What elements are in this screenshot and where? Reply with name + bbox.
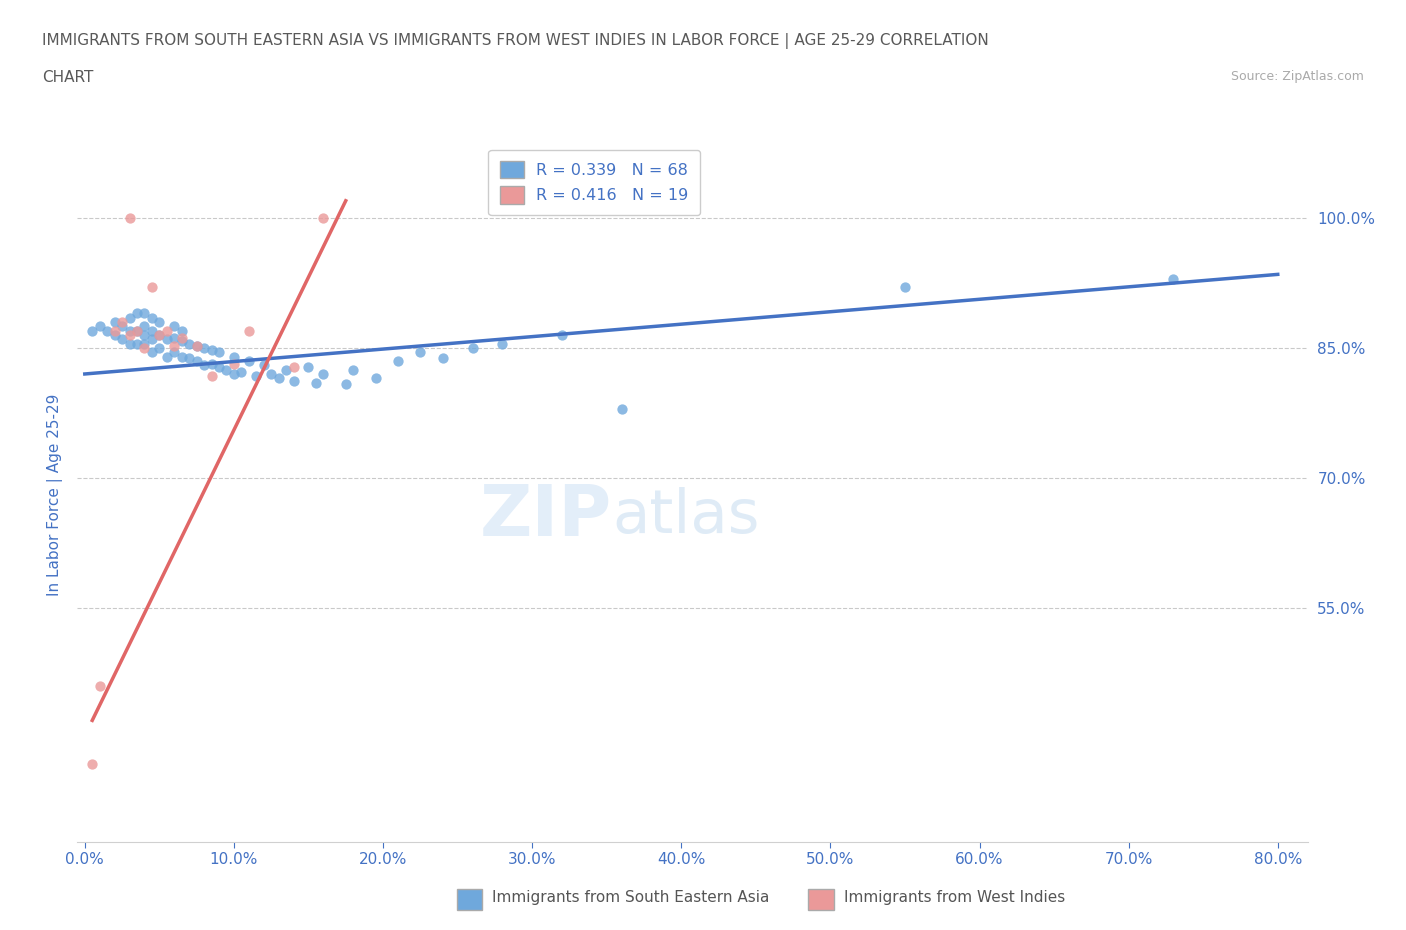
- Point: [312, 366, 335, 381]
- Point: [170, 330, 193, 345]
- Point: [610, 401, 633, 416]
- Point: [222, 356, 245, 371]
- Point: [163, 345, 186, 360]
- Point: [193, 358, 215, 373]
- Point: [267, 371, 290, 386]
- Point: [104, 327, 127, 342]
- Point: [141, 311, 163, 325]
- Point: [134, 306, 156, 321]
- Point: [551, 327, 574, 342]
- Text: ZIP: ZIP: [481, 482, 613, 551]
- Point: [1163, 272, 1185, 286]
- Point: [118, 337, 141, 352]
- Point: [148, 340, 170, 355]
- Point: [186, 339, 208, 353]
- Point: [260, 366, 283, 381]
- Point: [432, 351, 454, 365]
- Point: [111, 319, 134, 334]
- Point: [364, 371, 387, 386]
- Point: [342, 362, 364, 377]
- Point: [283, 374, 305, 389]
- Point: [156, 324, 179, 339]
- Point: [186, 353, 208, 368]
- Point: [141, 280, 163, 295]
- Point: [134, 319, 156, 334]
- Text: atlas: atlas: [613, 486, 761, 546]
- Point: [163, 319, 186, 334]
- Point: [125, 337, 148, 352]
- Legend: R = 0.339   N = 68, R = 0.416   N = 19: R = 0.339 N = 68, R = 0.416 N = 19: [488, 150, 700, 215]
- Point: [111, 314, 134, 329]
- Point: [148, 314, 170, 329]
- Point: [141, 332, 163, 347]
- Point: [148, 327, 170, 342]
- Point: [134, 337, 156, 352]
- Point: [89, 678, 111, 693]
- Point: [208, 345, 231, 360]
- Point: [222, 366, 245, 381]
- Point: [111, 332, 134, 347]
- Point: [125, 306, 148, 321]
- Point: [179, 337, 201, 352]
- Text: IMMIGRANTS FROM SOUTH EASTERN ASIA VS IMMIGRANTS FROM WEST INDIES IN LABOR FORCE: IMMIGRANTS FROM SOUTH EASTERN ASIA VS IM…: [42, 33, 988, 48]
- Point: [134, 327, 156, 342]
- Point: [125, 324, 148, 339]
- Point: [118, 324, 141, 339]
- Point: [200, 356, 222, 371]
- Point: [104, 314, 127, 329]
- Point: [156, 350, 179, 365]
- Point: [200, 368, 222, 383]
- Point: [461, 340, 484, 355]
- Point: [89, 319, 111, 334]
- Point: [163, 339, 186, 353]
- Point: [894, 280, 917, 295]
- Point: [283, 360, 305, 375]
- Point: [141, 345, 163, 360]
- Point: [170, 334, 193, 349]
- Point: [200, 342, 222, 357]
- Point: [170, 324, 193, 339]
- Point: [179, 351, 201, 365]
- Text: Immigrants from South Eastern Asia: Immigrants from South Eastern Asia: [492, 890, 769, 905]
- Point: [156, 332, 179, 347]
- Point: [245, 368, 267, 383]
- Point: [335, 377, 357, 392]
- Point: [141, 324, 163, 339]
- Point: [193, 340, 215, 355]
- Point: [170, 350, 193, 365]
- Y-axis label: In Labor Force | Age 25-29: In Labor Force | Age 25-29: [48, 394, 63, 596]
- Text: Source: ZipAtlas.com: Source: ZipAtlas.com: [1230, 70, 1364, 83]
- Point: [104, 324, 127, 339]
- Point: [274, 362, 297, 377]
- Point: [134, 340, 156, 355]
- Point: [409, 345, 432, 360]
- Point: [491, 337, 513, 352]
- Point: [231, 365, 253, 379]
- Point: [118, 211, 141, 226]
- Text: CHART: CHART: [42, 70, 94, 85]
- Point: [222, 350, 245, 365]
- Point: [238, 353, 260, 368]
- Point: [163, 330, 186, 345]
- Point: [305, 375, 328, 390]
- Point: [125, 324, 148, 339]
- Point: [253, 358, 276, 373]
- Point: [297, 360, 319, 375]
- Point: [118, 311, 141, 325]
- Point: [208, 360, 231, 375]
- Point: [96, 324, 118, 339]
- Point: [186, 339, 208, 353]
- Point: [118, 327, 141, 342]
- Point: [238, 324, 260, 339]
- Point: [215, 362, 238, 377]
- Point: [148, 327, 170, 342]
- Point: [82, 324, 104, 339]
- Point: [82, 756, 104, 771]
- Point: [312, 211, 335, 226]
- Text: Immigrants from West Indies: Immigrants from West Indies: [844, 890, 1064, 905]
- Point: [387, 353, 409, 368]
